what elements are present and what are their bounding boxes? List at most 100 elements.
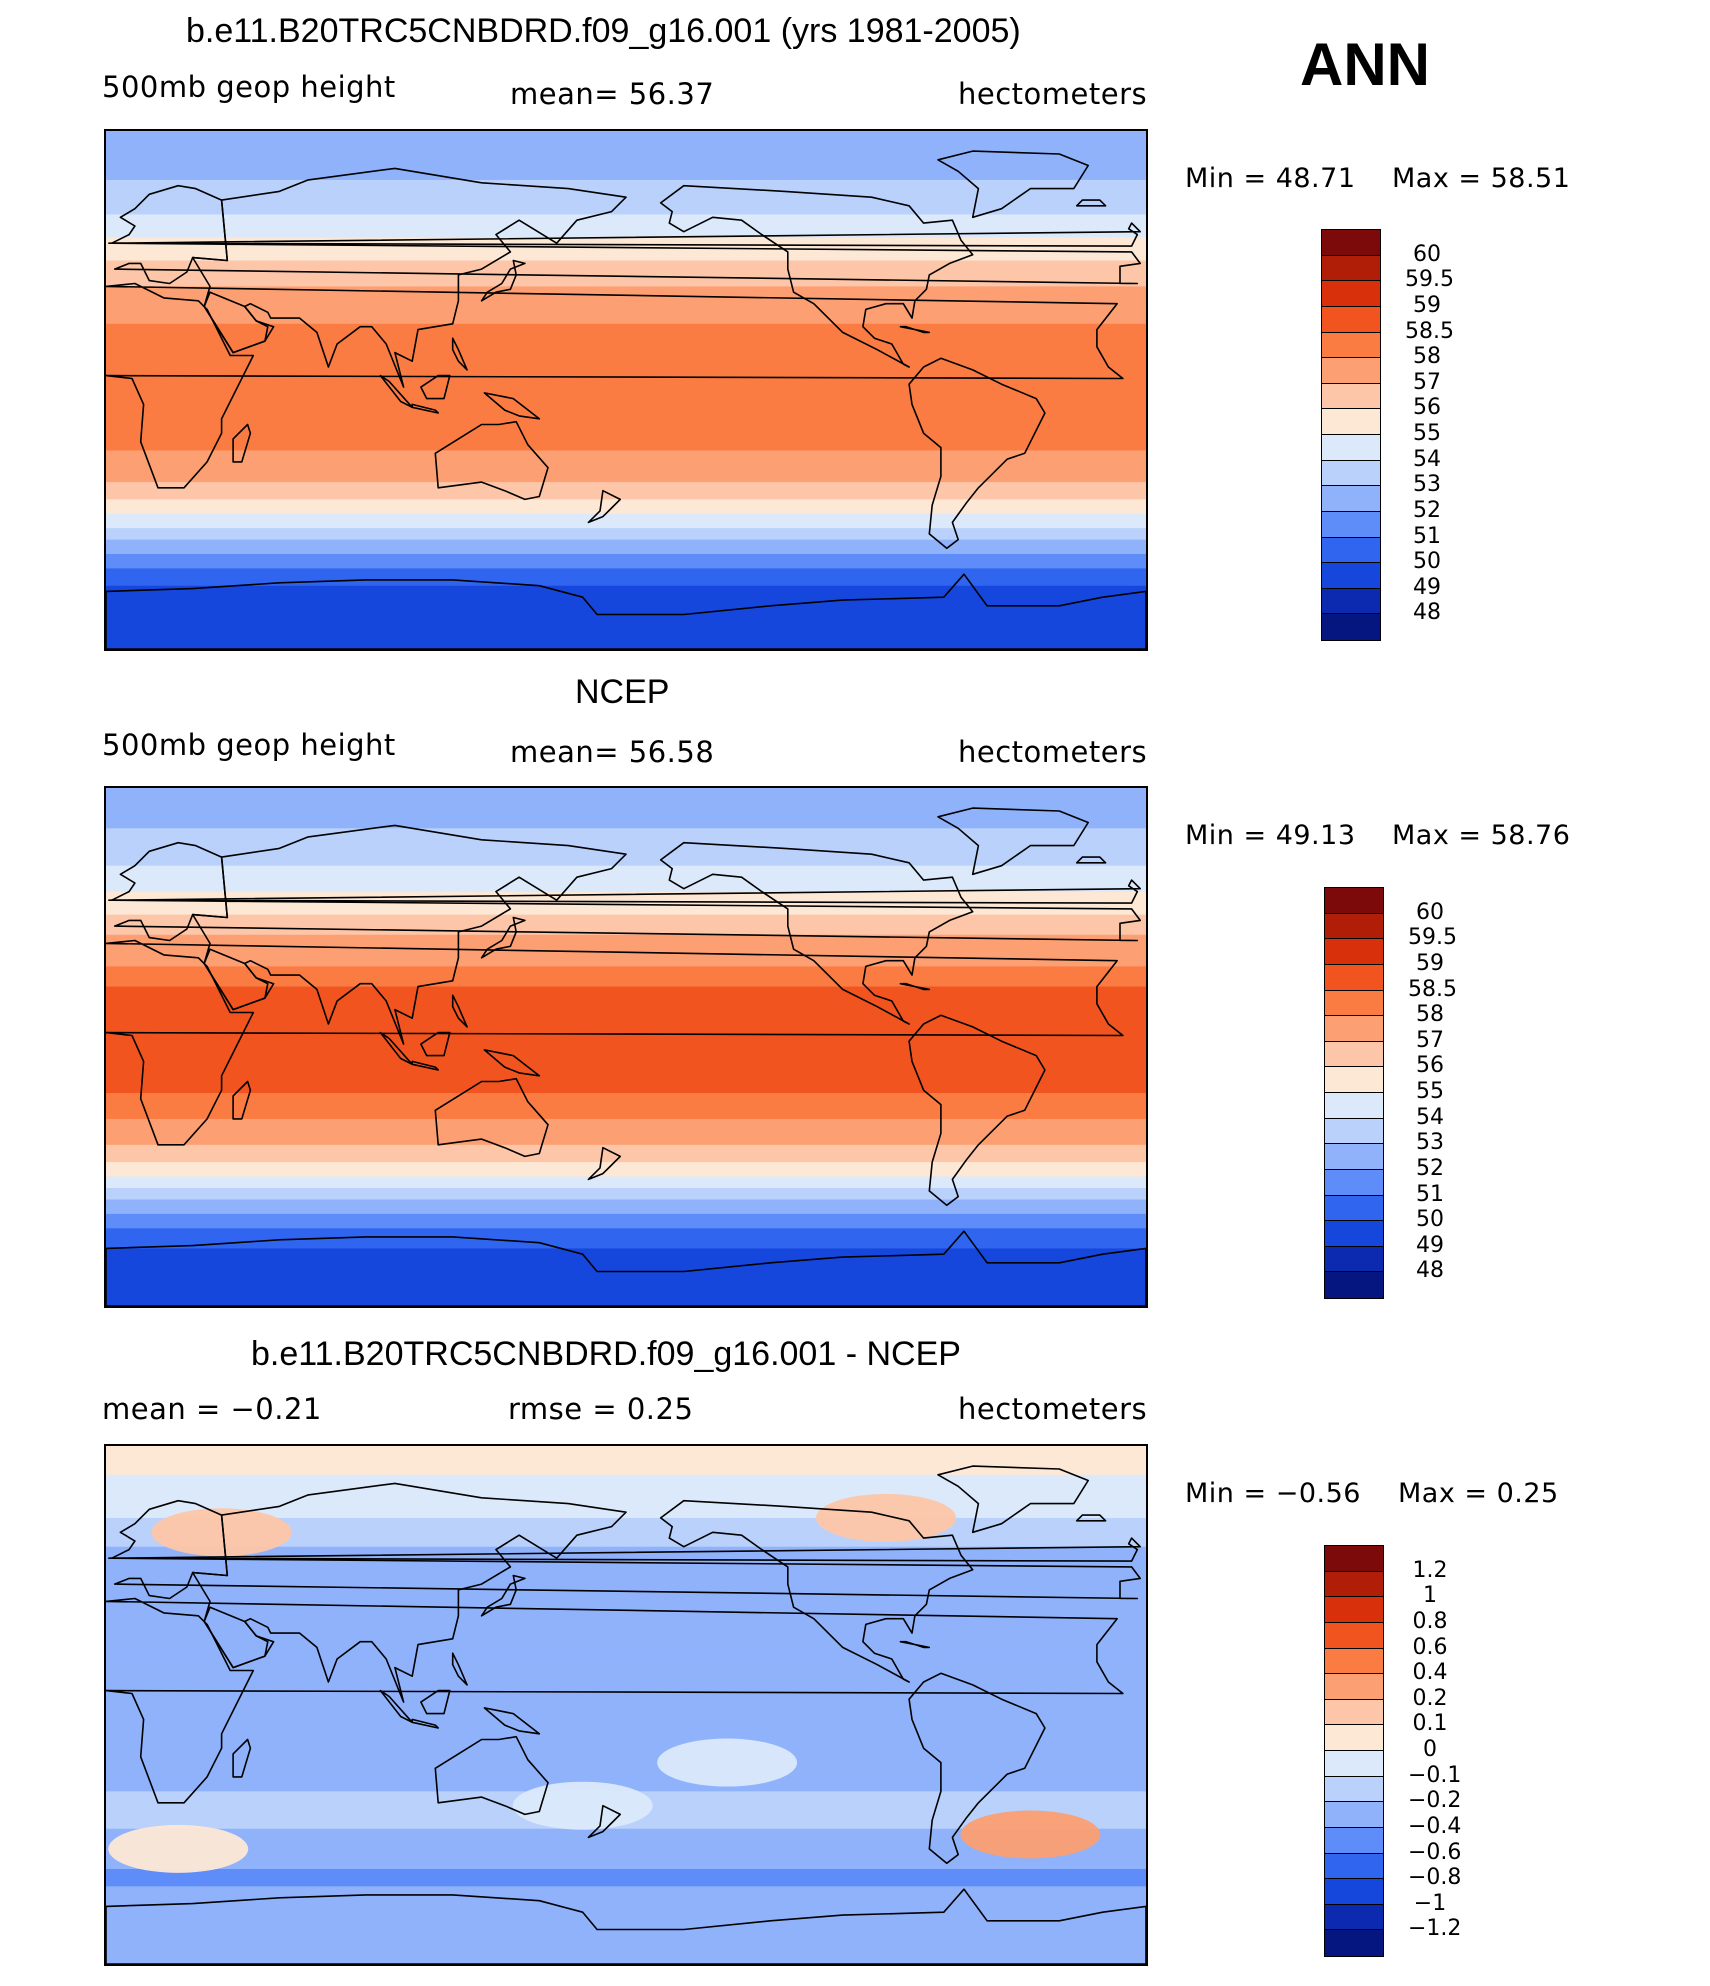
- coastline-japan: [480, 259, 526, 302]
- contour-band: [106, 444, 1146, 449]
- coastline-nz: [587, 489, 621, 524]
- contour-band: [106, 531, 1146, 535]
- coastline-uk: [108, 222, 1141, 247]
- panel1-title: b.e11.B20TRC5CNBDRD.f09_g16.001 (yrs 198…: [186, 12, 1021, 50]
- contour-band: [106, 885, 1146, 890]
- contour-band: [106, 608, 1146, 613]
- contour-band: [106, 1517, 1146, 1522]
- coastline-cuba: [899, 325, 931, 334]
- coastline-madagascar: [232, 423, 252, 463]
- contour-band: [106, 1635, 1146, 1640]
- contour-band: [106, 854, 1146, 858]
- contour-band: [106, 1095, 1146, 1100]
- contour-band: [106, 217, 1146, 221]
- contour-band: [106, 574, 1146, 578]
- contour-band: [106, 171, 1146, 175]
- contour-band: [106, 940, 1146, 944]
- contour-band: [106, 1087, 1146, 1091]
- contour-band: [106, 295, 1146, 299]
- contour-band: [106, 484, 1146, 489]
- panel3-map: [104, 1444, 1148, 1966]
- contour-band: [106, 223, 1146, 227]
- contour-band: [106, 542, 1146, 546]
- contour-band: [106, 1647, 1146, 1651]
- coastline-iceland: [1075, 856, 1107, 864]
- contour-band: [106, 617, 1146, 621]
- contour-band: [106, 136, 1146, 141]
- coastline-uk: [108, 1537, 1141, 1562]
- coastline-japan: [480, 916, 526, 959]
- contour-band: [106, 513, 1146, 518]
- contour-band: [106, 594, 1146, 598]
- colorbar-swatch: [1325, 1195, 1383, 1222]
- contour-band: [106, 1955, 1146, 1959]
- contour-band: [106, 312, 1146, 316]
- contour-band: [106, 992, 1146, 996]
- contour-band: [106, 1762, 1146, 1767]
- contour-band: [106, 1552, 1146, 1556]
- contour-band: [106, 248, 1146, 253]
- contour-band: [106, 634, 1146, 639]
- contour-band: [106, 1503, 1146, 1508]
- contour-band: [106, 1285, 1146, 1290]
- contour-band: [106, 1262, 1146, 1267]
- coastline-uk: [108, 879, 1141, 904]
- contour-band: [106, 828, 1146, 832]
- contour-band: [106, 591, 1146, 595]
- contour-band: [106, 320, 1146, 325]
- contour-band: [106, 1710, 1146, 1715]
- contour-band: [106, 179, 1146, 184]
- panel3-units-label: hectometers: [958, 1392, 1148, 1426]
- colorbar-tick-label: 60: [1413, 241, 1441, 267]
- contour-band: [106, 1869, 1146, 1873]
- panel3-title: b.e11.B20TRC5CNBDRD.f09_g16.001 - NCEP: [251, 1335, 961, 1373]
- contour-band: [106, 493, 1146, 498]
- contour-band: [106, 1173, 1146, 1178]
- contour-band: [106, 490, 1146, 495]
- contour-band: [106, 1268, 1146, 1273]
- contour-band: [106, 1271, 1146, 1275]
- colorbar-tick-label: 49: [1416, 1232, 1444, 1258]
- contour-band: [106, 519, 1146, 523]
- contour-band: [106, 464, 1146, 469]
- contour-band: [106, 208, 1146, 213]
- colorbar-swatch: [1322, 409, 1380, 435]
- colorbar-swatch: [1322, 281, 1380, 307]
- contour-band: [106, 1630, 1146, 1634]
- contour-band: [106, 177, 1146, 181]
- contour-band: [106, 631, 1146, 636]
- contour-band: [106, 957, 1146, 962]
- coastline-arabiaCap: [203, 291, 275, 354]
- contour-band: [106, 1774, 1146, 1778]
- contour-band: [106, 1104, 1146, 1109]
- colorbar-tick-label: 0: [1423, 1737, 1437, 1762]
- contour-band: [106, 1291, 1146, 1296]
- contour-band: [106, 1044, 1146, 1048]
- contour-band: [106, 891, 1146, 896]
- contour-band: [106, 1736, 1146, 1741]
- colorbar-tick-label: 55: [1413, 421, 1441, 446]
- contour-band: [106, 1460, 1146, 1464]
- contour-band: [106, 1650, 1146, 1654]
- contour-band: [106, 877, 1146, 881]
- contour-band: [106, 533, 1146, 538]
- contour-band: [106, 1185, 1146, 1189]
- contour-band: [106, 1739, 1146, 1744]
- contour-band: [106, 1653, 1146, 1657]
- contour-band: [106, 1101, 1146, 1106]
- contour-band: [106, 1041, 1146, 1045]
- colorbar-swatch: [1325, 1067, 1383, 1093]
- colorbar-tick-label: 0.8: [1412, 1608, 1448, 1634]
- contour-band: [106, 623, 1146, 627]
- colorbar-swatch: [1322, 614, 1380, 640]
- contour-band: [106, 1837, 1146, 1841]
- contour-band: [106, 597, 1146, 601]
- contour-band: [106, 1067, 1146, 1071]
- colorbar-tick-label: 57: [1413, 369, 1441, 395]
- coastline-greenland: [937, 150, 1089, 219]
- contour-band: [106, 842, 1146, 847]
- contour-band: [106, 1446, 1146, 1450]
- contour-band: [106, 952, 1146, 956]
- contour-band: [106, 1854, 1146, 1859]
- contour-band: [106, 1494, 1146, 1499]
